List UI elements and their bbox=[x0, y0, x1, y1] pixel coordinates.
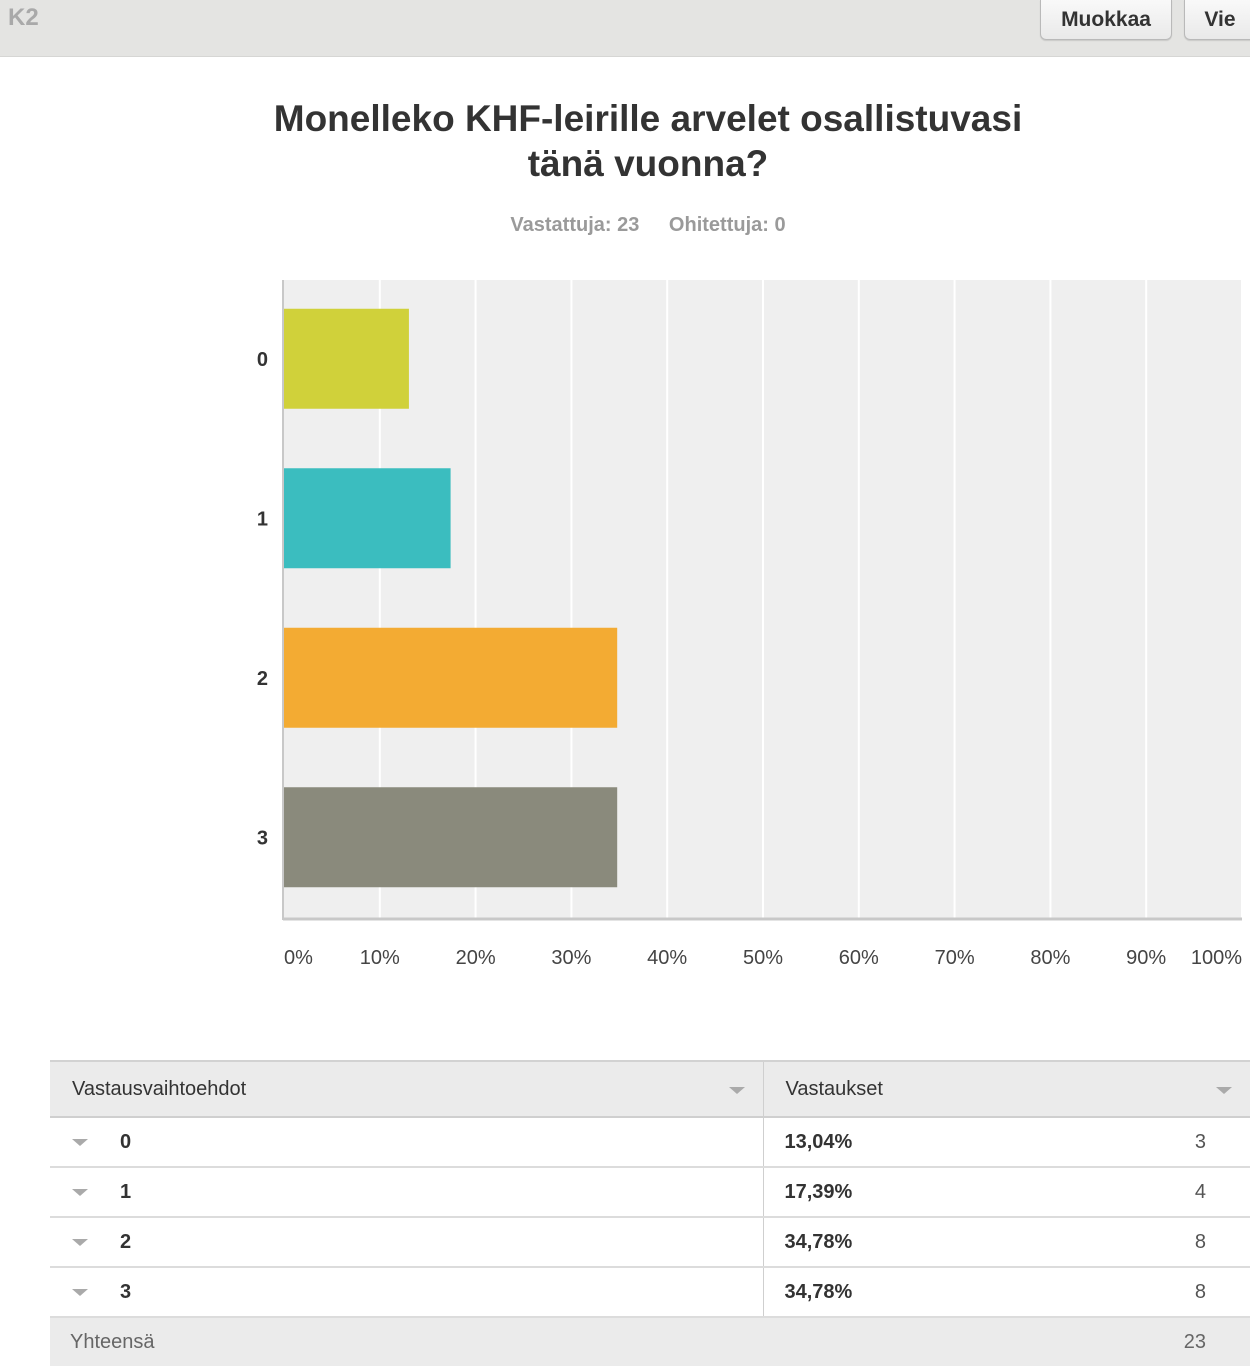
expand-caret-icon[interactable] bbox=[72, 1139, 88, 1146]
option-label: 0 bbox=[120, 1131, 132, 1153]
bar-chart: 0% 10% 20% 30% 40% 50% 60% 70% 80% 90% 100% 0 1 2 3 bbox=[257, 280, 1243, 969]
response-percent: 34,78% bbox=[784, 1231, 853, 1253]
total-count: 23 bbox=[763, 1317, 1250, 1366]
bar bbox=[284, 308, 409, 409]
response-stats: Vastattuja: 23 Ohitettuja: 0 bbox=[0, 214, 1250, 237]
question-title-line1: Monelleko KHF-leirille arvelet osallistu… bbox=[273, 98, 1023, 139]
table-row: 3 34,78% 8 bbox=[50, 1267, 1250, 1318]
response-cell: 34,78% 8 bbox=[762, 1267, 1250, 1318]
response-count: 4 bbox=[1194, 1181, 1206, 1203]
column-header-responses-label: Vastaukset bbox=[785, 1077, 883, 1100]
expand-caret-icon[interactable] bbox=[72, 1189, 88, 1196]
x-tick-label: 20% bbox=[456, 947, 496, 969]
response-count: 8 bbox=[1194, 1231, 1206, 1253]
x-tick-label: 60% bbox=[839, 947, 879, 969]
answered-count: Vastattuja: 23 bbox=[510, 214, 640, 236]
bar bbox=[284, 627, 618, 728]
table-row: 0 13,04% 3 bbox=[50, 1117, 1250, 1168]
bar bbox=[284, 787, 618, 888]
bar bbox=[284, 468, 451, 569]
option-label: 3 bbox=[120, 1281, 132, 1303]
response-cell: 13,04% 3 bbox=[762, 1117, 1250, 1168]
edit-button[interactable]: Muokkaa bbox=[1040, 0, 1172, 40]
response-percent: 34,78% bbox=[784, 1281, 853, 1303]
response-count: 3 bbox=[1194, 1131, 1206, 1153]
x-tick-label: 70% bbox=[935, 947, 975, 969]
option-label: 2 bbox=[120, 1231, 132, 1253]
y-category-label: 2 bbox=[257, 668, 268, 690]
question-title: Monelleko KHF-leirille arvelet osallistu… bbox=[200, 96, 1096, 186]
response-percent: 17,39% bbox=[784, 1181, 853, 1203]
x-tick-label: 0% bbox=[284, 947, 313, 969]
response-cell: 17,39% 4 bbox=[762, 1167, 1250, 1218]
expand-caret-icon[interactable] bbox=[72, 1289, 88, 1296]
sort-caret-icon[interactable] bbox=[1216, 1087, 1232, 1094]
option-cell: 2 bbox=[50, 1217, 763, 1268]
x-tick-label: 80% bbox=[1030, 947, 1070, 969]
total-row: Yhteensä 23 bbox=[50, 1317, 1250, 1366]
column-header-responses[interactable]: Vastaukset bbox=[762, 1060, 1250, 1118]
table-row: 1 17,39% 4 bbox=[50, 1167, 1250, 1218]
x-tick-label: 50% bbox=[743, 947, 783, 969]
option-cell: 0 bbox=[50, 1117, 763, 1168]
y-category-label: 3 bbox=[257, 827, 268, 849]
x-tick-label: 10% bbox=[360, 947, 400, 969]
response-count: 8 bbox=[1194, 1281, 1206, 1303]
question-title-line2: tänä vuonna? bbox=[527, 143, 769, 184]
response-table: Vastausvaihtoehdot Vastaukset 0 13,04% 3… bbox=[50, 1060, 1250, 1366]
column-header-options-label: Vastausvaihtoehdot bbox=[72, 1077, 247, 1100]
y-category-label: 1 bbox=[257, 508, 268, 530]
x-tick-label: 30% bbox=[551, 947, 591, 969]
skipped-count: Ohitettuja: 0 bbox=[668, 214, 786, 236]
x-tick-label: 40% bbox=[647, 947, 687, 969]
column-header-options[interactable]: Vastausvaihtoehdot bbox=[50, 1060, 763, 1118]
total-label: Yhteensä bbox=[50, 1317, 763, 1366]
question-toolbar: K2 Muokkaa Vie bbox=[0, 0, 1250, 57]
option-cell: 3 bbox=[50, 1267, 763, 1318]
sort-caret-icon[interactable] bbox=[728, 1087, 745, 1094]
question-id: K2 bbox=[8, 4, 39, 31]
response-percent: 13,04% bbox=[784, 1131, 853, 1153]
option-label: 1 bbox=[120, 1181, 132, 1203]
y-category-label: 0 bbox=[257, 349, 268, 371]
x-tick-label: 90% bbox=[1126, 947, 1166, 969]
table-row: 2 34,78% 8 bbox=[50, 1217, 1250, 1268]
expand-caret-icon[interactable] bbox=[72, 1239, 88, 1246]
export-button[interactable]: Vie bbox=[1184, 0, 1250, 40]
response-cell: 34,78% 8 bbox=[762, 1217, 1250, 1268]
option-cell: 1 bbox=[50, 1167, 763, 1218]
x-tick-label: 100% bbox=[1191, 947, 1242, 969]
